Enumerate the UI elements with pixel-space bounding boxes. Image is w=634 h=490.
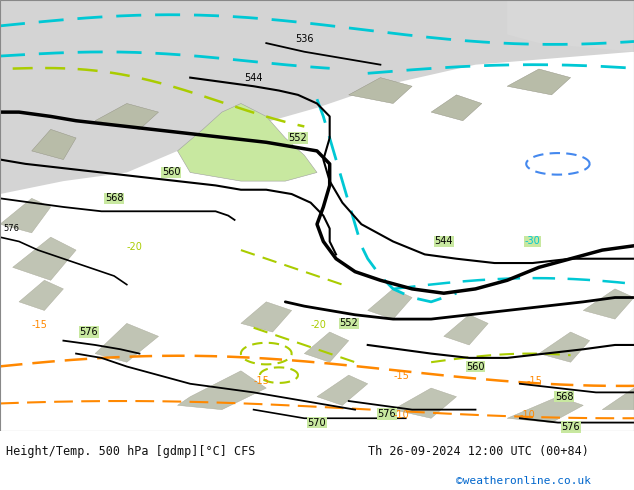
Text: 536: 536 [295,34,314,44]
Text: -20: -20 [311,319,327,330]
Text: 552: 552 [339,318,358,328]
Polygon shape [304,332,349,362]
Text: -15: -15 [526,376,542,386]
Text: -20: -20 [127,242,143,252]
Polygon shape [0,0,634,194]
Polygon shape [19,280,63,311]
Text: -15: -15 [32,319,48,330]
Text: 544: 544 [434,237,453,246]
Text: 570: 570 [307,417,327,428]
Text: 544: 544 [244,73,263,83]
Text: 576: 576 [561,422,580,432]
Text: Th 26-09-2024 12:00 UTC (00+84): Th 26-09-2024 12:00 UTC (00+84) [368,445,588,458]
Text: 568: 568 [105,194,124,203]
Text: -10: -10 [393,410,409,420]
Text: 560: 560 [466,362,485,371]
Text: -15: -15 [254,376,269,386]
Text: ©weatheronline.co.uk: ©weatheronline.co.uk [456,476,592,486]
Polygon shape [241,302,292,332]
Polygon shape [431,95,482,121]
Polygon shape [368,289,412,319]
Polygon shape [602,388,634,410]
Polygon shape [583,289,634,319]
Text: -15: -15 [393,371,409,381]
Polygon shape [95,103,158,129]
Text: 576: 576 [377,409,396,419]
Polygon shape [95,323,158,362]
Polygon shape [444,315,488,345]
Polygon shape [0,198,51,233]
Text: 576: 576 [3,224,19,233]
Text: -10: -10 [520,410,536,420]
Polygon shape [349,77,412,103]
Polygon shape [507,69,571,95]
Text: 552: 552 [288,133,307,143]
Polygon shape [507,0,634,52]
Polygon shape [317,375,368,405]
Text: 560: 560 [162,168,181,177]
Polygon shape [507,397,583,422]
Polygon shape [178,103,317,181]
Text: -30: -30 [525,237,540,246]
Polygon shape [32,129,76,160]
Polygon shape [13,237,76,280]
Text: Height/Temp. 500 hPa [gdmp][°C] CFS: Height/Temp. 500 hPa [gdmp][°C] CFS [6,445,256,458]
Text: 576: 576 [79,327,98,337]
Polygon shape [178,371,266,410]
Text: 568: 568 [555,392,574,402]
Polygon shape [539,332,590,362]
Polygon shape [393,388,456,418]
